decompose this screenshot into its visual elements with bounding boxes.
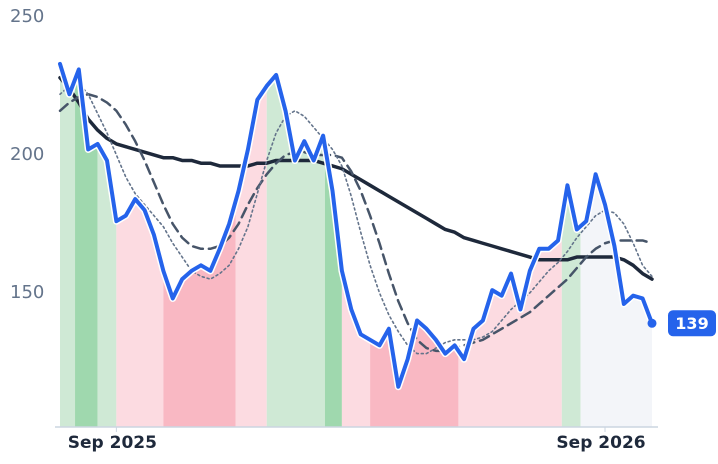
band [370,63,459,427]
band [60,63,76,427]
series-line [58,93,654,353]
y-tick-label: 150 [10,282,44,303]
band [75,63,98,427]
band [458,63,562,427]
last-value-label: 139 [675,314,708,333]
band [116,63,164,427]
x-tick-label: Sep 2025 [68,433,157,453]
series-line [58,61,654,389]
band [235,63,267,427]
last-value-pill [668,310,716,337]
series-line [59,82,653,355]
x-tick-label: Sep 2026 [556,433,645,453]
band [341,63,371,427]
y-tick-label: 200 [10,144,44,165]
band [580,63,652,427]
y-tick-label: 250 [10,6,44,27]
last-point [647,318,657,328]
series-line [58,75,654,281]
band [163,63,236,427]
